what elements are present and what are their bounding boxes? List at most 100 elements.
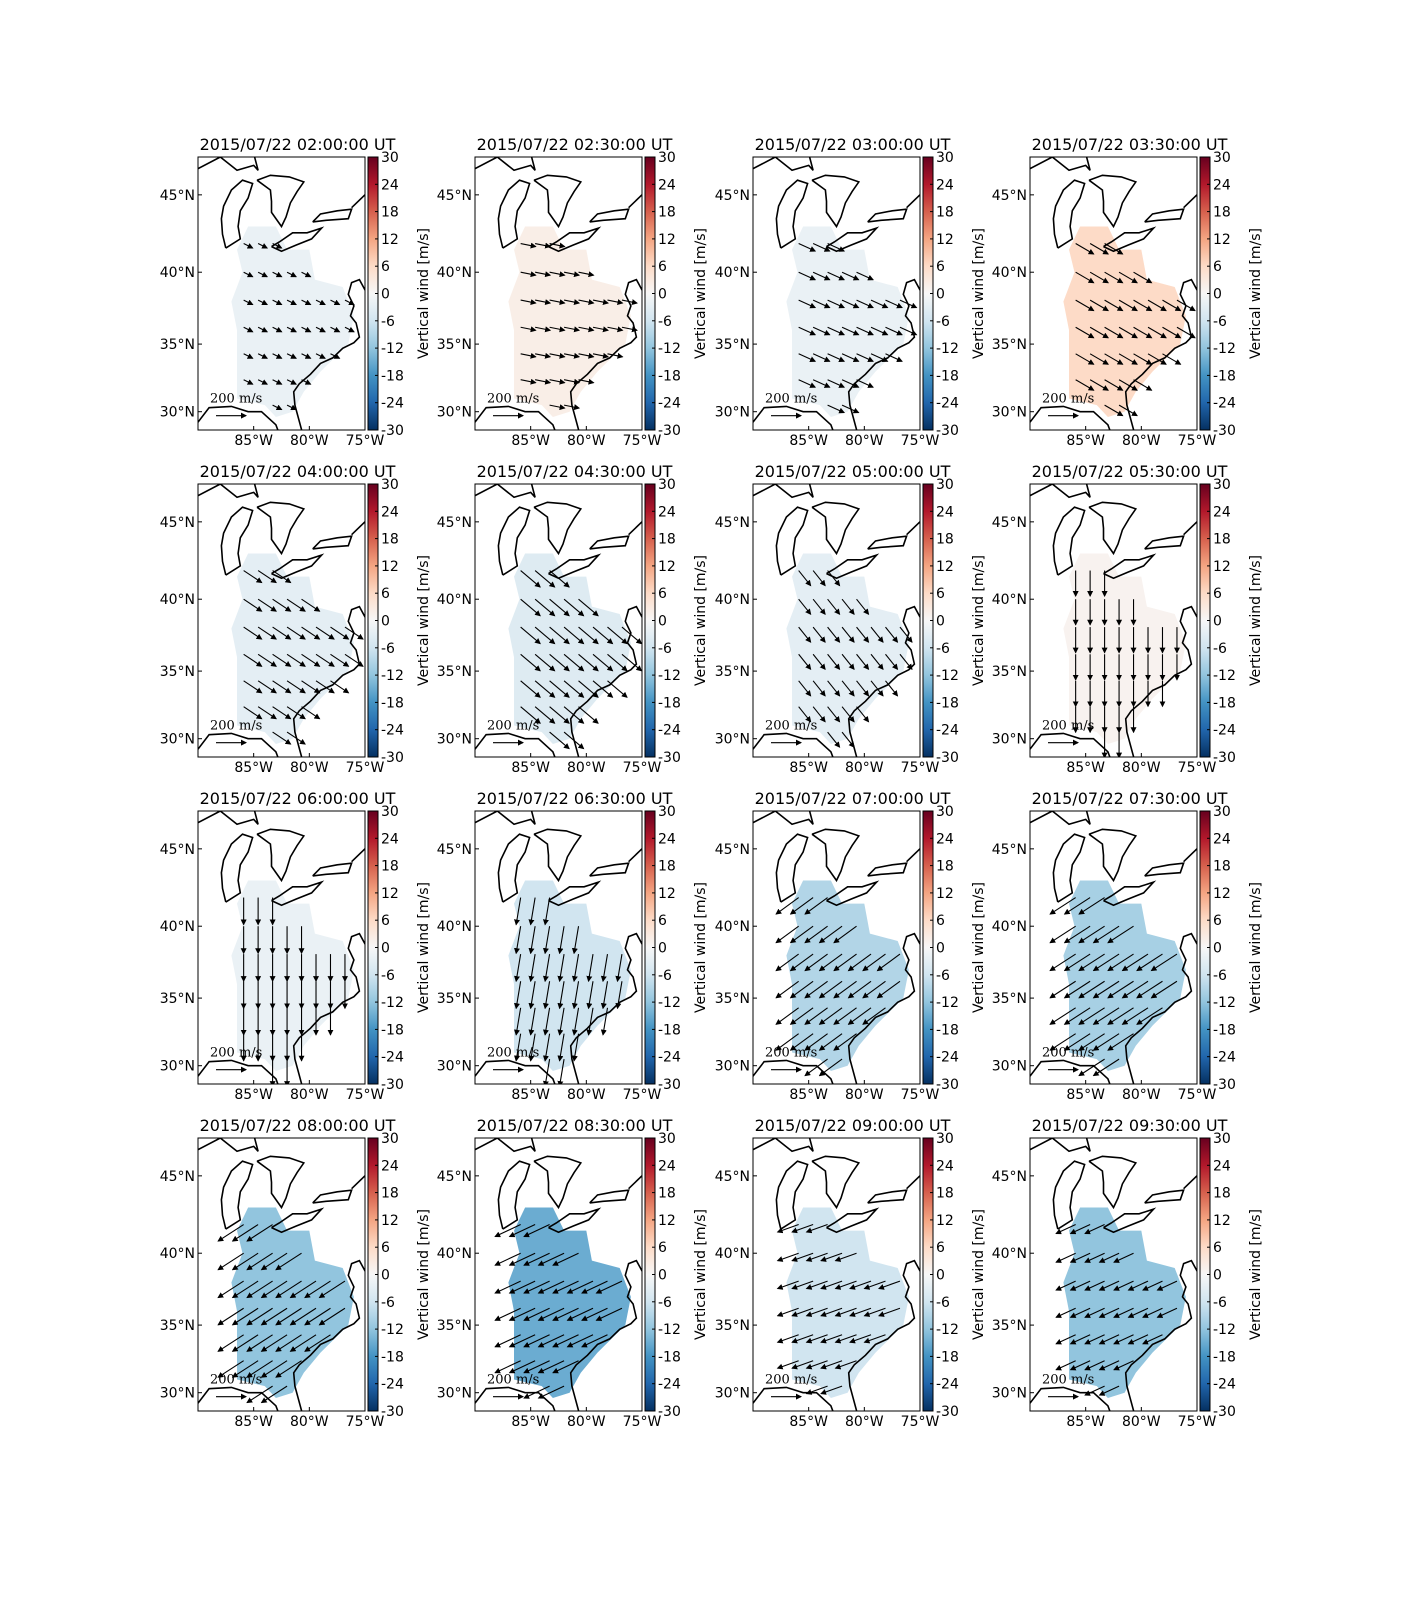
- wind-arrow: [243, 299, 254, 306]
- map-area: [198, 811, 365, 1084]
- wind-arrow: [1092, 925, 1120, 944]
- panel-title: 2015/07/22 03:00:00 UT: [755, 135, 951, 154]
- colorbar-tick-label: -12: [936, 1322, 959, 1338]
- y-tick-label: 45°N: [715, 188, 750, 204]
- wind-arrow: [863, 1307, 886, 1317]
- wind-arrow: [563, 404, 581, 411]
- wind-arrow: [1162, 299, 1182, 312]
- map-panel: 2015/07/22 09:30:00 UT 200 m/s 85°W 80°W 75°…: [992, 1116, 1264, 1430]
- wind-arrow: [775, 980, 799, 999]
- wind-arrow: [812, 271, 831, 281]
- wind-arrow: [563, 378, 581, 385]
- panel-title: 2015/07/22 08:30:00 UT: [477, 1116, 673, 1135]
- wind-arrow: [243, 570, 263, 584]
- wind-arrow: [552, 1280, 579, 1294]
- wind-arrow: [581, 1280, 608, 1294]
- colorbar-tick-label: 0: [936, 1268, 945, 1284]
- wind-arrow: [592, 352, 609, 359]
- wind-arrow: [791, 1360, 814, 1370]
- wind-arrow: [542, 1059, 551, 1084]
- map-panel: 2015/07/22 05:00:00 UT 200 m/s 85°W 80°W 75°…: [715, 462, 987, 776]
- y-tick-label: 45°N: [437, 1169, 472, 1185]
- wind-arrow: [275, 1280, 302, 1299]
- colorbar-tick-label: 30: [381, 804, 399, 820]
- coastline: [589, 535, 630, 550]
- wind-arrow: [804, 1007, 828, 1025]
- wind-arrow: [257, 706, 277, 720]
- wind-region: [508, 1207, 631, 1398]
- wind-arrow: [818, 925, 843, 944]
- scale-label: 200 m/s: [487, 1045, 539, 1060]
- wind-arrow: [798, 680, 812, 697]
- wind-arrow: [537, 1360, 565, 1374]
- map-area: [753, 157, 920, 430]
- wind-arrow: [1150, 980, 1178, 999]
- coastline: [475, 405, 556, 430]
- map-panel: 2015/07/22 09:00:00 UT 200 m/s 85°W 80°W 75°…: [715, 1116, 987, 1430]
- wind-arrow: [870, 626, 884, 643]
- wind-arrow: [789, 953, 814, 972]
- wind-arrow: [1049, 925, 1076, 944]
- coastline: [256, 828, 306, 883]
- wind-arrow: [878, 1280, 901, 1290]
- wind-arrow: [566, 1334, 594, 1348]
- wind-arrow: [607, 653, 628, 672]
- wind-arrow: [1069, 1360, 1091, 1371]
- wind-arrow: [849, 1334, 872, 1344]
- wind-arrow: [1136, 1007, 1163, 1025]
- x-tick-label: 85°W: [789, 1414, 828, 1430]
- colorbar-tick-label: -12: [381, 1322, 404, 1338]
- colorbar-tick-label: 24: [381, 504, 399, 520]
- wind-arrow: [841, 731, 855, 748]
- wind-arrow: [508, 1224, 536, 1238]
- map-frame: [1029, 483, 1198, 758]
- wind-arrow: [549, 731, 570, 750]
- wind-arrow: [243, 653, 263, 667]
- y-tick-label: 30°N: [992, 1386, 1027, 1402]
- wind-arrow: [508, 1360, 536, 1374]
- wind-arrow: [789, 925, 814, 944]
- wind-arrow: [578, 299, 595, 306]
- colorbar-tick-label: -12: [1213, 995, 1236, 1011]
- colorbar-tick-label: 24: [1213, 1158, 1231, 1174]
- wind-arrow: [581, 1307, 608, 1321]
- wind-arrow: [600, 954, 609, 983]
- coastline: [256, 174, 306, 229]
- coastline: [847, 605, 920, 757]
- colorbar-tick-label: -6: [658, 968, 672, 984]
- wind-arrow: [528, 1033, 536, 1062]
- wind-arrow: [523, 1360, 550, 1374]
- y-tick-label: 30°N: [437, 1059, 472, 1075]
- wind-arrow: [856, 706, 870, 723]
- wind-arrow: [818, 980, 843, 999]
- wind-arrow: [528, 981, 536, 1010]
- wind-arrow: [833, 1033, 857, 1051]
- wind-arrow: [798, 243, 817, 252]
- wind-arrow: [563, 598, 585, 617]
- wind-arrow: [217, 1224, 244, 1242]
- scale-label: 200 m/s: [210, 391, 262, 406]
- wind-arrow: [272, 379, 283, 385]
- wind-arrow: [586, 981, 594, 1010]
- wind-arrow: [272, 570, 292, 584]
- wind-arrow: [552, 1252, 579, 1266]
- colorbar-tick-label: -12: [936, 995, 959, 1011]
- wind-arrow: [1107, 953, 1134, 972]
- coastline: [1103, 1207, 1157, 1234]
- panel-title: 2015/07/22 02:30:00 UT: [477, 135, 673, 154]
- colorbar-label: Vertical wind [m/s]: [693, 1209, 709, 1340]
- wind-arrow: [534, 706, 556, 724]
- y-tick-label: 40°N: [715, 919, 750, 935]
- map-frame: [197, 810, 366, 1085]
- wind-arrow: [1092, 1007, 1120, 1025]
- wind-arrow: [1089, 353, 1109, 365]
- wind-arrow: [798, 706, 812, 723]
- x-tick-label: 75°W: [901, 433, 940, 449]
- wind-arrow: [827, 271, 846, 281]
- wind-arrow: [289, 1334, 317, 1352]
- wind-arrow: [856, 626, 870, 643]
- coastline: [497, 179, 531, 249]
- wind-arrow: [528, 897, 536, 926]
- coastline: [589, 208, 630, 223]
- wind-region: [231, 553, 354, 744]
